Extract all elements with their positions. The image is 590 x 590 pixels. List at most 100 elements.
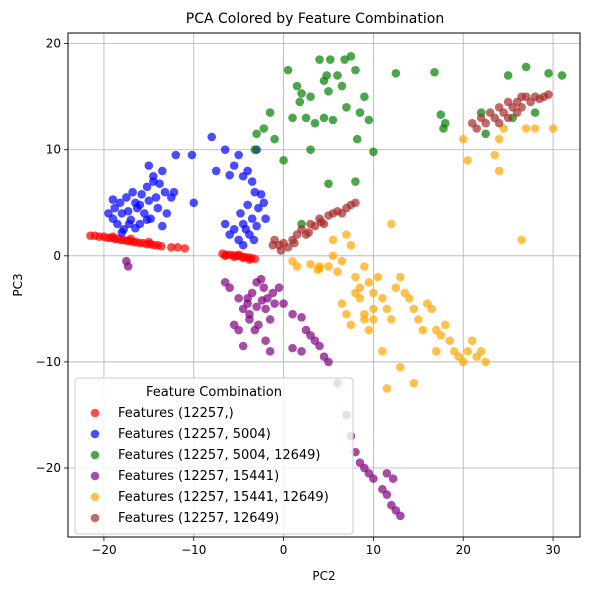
x-tick-label: 10: [366, 543, 381, 557]
scatter-point: [304, 228, 314, 237]
scatter-point: [337, 256, 347, 266]
scatter-point: [382, 384, 392, 393]
scatter-point: [151, 193, 161, 202]
scatter-point: [490, 150, 499, 160]
scatter-point: [458, 357, 468, 367]
scatter-point: [378, 293, 387, 303]
scatter-point: [158, 221, 167, 231]
scatter-point: [544, 90, 553, 99]
scatter-point: [187, 150, 197, 160]
scatter-point: [297, 89, 306, 98]
scatter-point: [297, 347, 306, 356]
legend-marker: [90, 450, 100, 460]
scatter-point: [261, 336, 270, 346]
scatter-point: [373, 272, 383, 282]
scatter-point: [369, 304, 378, 314]
scatter-point: [288, 309, 297, 319]
scatter-point: [346, 240, 356, 250]
scatter-point: [328, 115, 338, 125]
scatter-point: [360, 92, 369, 101]
scatter-point: [211, 166, 221, 176]
scatter-point: [391, 283, 401, 292]
scatter-point: [445, 336, 455, 346]
scatter-point: [382, 490, 392, 499]
scatter-point: [310, 118, 320, 128]
scatter-point: [548, 124, 558, 133]
scatter-point: [149, 171, 158, 181]
scatter-point: [306, 260, 315, 269]
scatter-point: [463, 156, 473, 165]
scatter-point: [270, 299, 279, 308]
scatter-point: [220, 251, 230, 261]
scatter-point: [110, 203, 120, 213]
scatter-point: [229, 224, 239, 234]
scatter-point: [387, 219, 396, 229]
scatter-point: [440, 320, 450, 330]
legend-label: Features (12257, 5004): [118, 427, 271, 442]
x-tick-label: 30: [545, 543, 560, 557]
scatter-point: [207, 132, 217, 142]
scatter-point: [352, 134, 362, 144]
scatter-point: [463, 347, 473, 356]
scatter-point: [387, 315, 396, 324]
scatter-point: [234, 293, 243, 303]
x-tick-label: −10: [181, 543, 206, 557]
scatter-point: [517, 92, 526, 101]
scatter-point: [324, 87, 333, 96]
scatter-point: [472, 124, 482, 133]
scatter-point: [324, 262, 333, 271]
legend-title: Feature Combination: [146, 385, 282, 400]
scatter-point: [310, 221, 320, 231]
scatter-point: [157, 241, 166, 251]
scatter-point: [369, 474, 378, 483]
scatter-point: [254, 203, 263, 213]
scatter-point: [155, 179, 164, 188]
scatter-point: [436, 331, 446, 340]
scatter-point: [351, 177, 360, 186]
scatter-point: [418, 325, 428, 335]
scatter-point: [360, 262, 369, 271]
scatter-point: [288, 113, 297, 123]
scatter-point: [337, 81, 347, 91]
scatter-point: [108, 195, 118, 204]
scatter-point: [414, 315, 423, 324]
legend-items: Features (12257,) Features (12257, 5004) F…: [90, 406, 329, 526]
x-tick-label: −20: [91, 543, 116, 557]
scatter-point: [503, 113, 513, 123]
legend-marker: [90, 513, 100, 523]
scatter-point: [122, 193, 131, 202]
scatter-point: [292, 262, 302, 271]
scatter-point: [333, 267, 342, 277]
legend-marker: [90, 408, 100, 418]
scatter-point: [283, 65, 293, 75]
scatter-point: [313, 265, 323, 274]
scatter-point: [279, 299, 288, 308]
legend-marker: [90, 471, 100, 481]
scatter-point: [243, 293, 252, 303]
scatter-point: [252, 302, 261, 312]
scatter-point: [301, 113, 311, 123]
scatter-point: [388, 474, 398, 483]
legend-marker: [90, 492, 100, 502]
scatter-point: [245, 255, 254, 264]
scatter-point: [268, 288, 278, 298]
scatter-point: [328, 235, 338, 245]
scatter-point: [245, 309, 254, 319]
scatter-point: [481, 129, 490, 139]
scatter-point: [396, 272, 405, 282]
scatter-point: [319, 113, 329, 123]
scatter-point: [158, 166, 167, 176]
scatter-point: [292, 81, 302, 91]
scatter-point: [337, 299, 347, 308]
scatter-point: [259, 198, 269, 208]
x-tick-label: 20: [456, 543, 471, 557]
scatter-point: [306, 145, 315, 155]
scatter-point: [328, 251, 338, 261]
scatter-point: [364, 115, 374, 125]
scatter-point: [346, 52, 356, 61]
scatter-point: [517, 235, 526, 245]
scatter-point: [351, 65, 360, 75]
scatter-point: [166, 243, 176, 252]
scatter-point: [283, 243, 293, 252]
